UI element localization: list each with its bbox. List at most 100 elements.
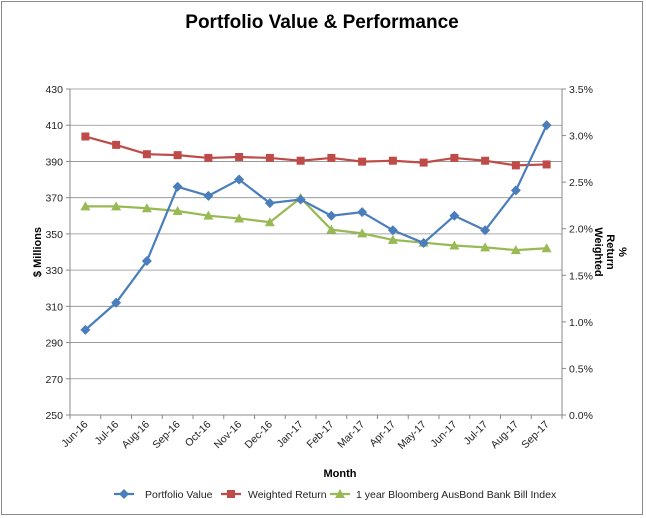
square-marker: [450, 153, 459, 162]
right-tick-label: 2.5%: [569, 177, 593, 189]
chart-title: Portfolio Value & Performance: [185, 12, 458, 33]
x-tick-label: Aug-17: [489, 419, 522, 452]
left-tick-label: 290: [45, 338, 63, 350]
left-tick-label: 310: [45, 301, 63, 313]
x-tick-label: Jan-17: [275, 419, 306, 450]
triangle-marker: [357, 228, 368, 238]
x-tick-label: May-17: [396, 419, 429, 452]
triangle-marker: [234, 213, 245, 223]
series-line: [85, 135, 547, 167]
x-tick-label: Jun-16: [59, 419, 90, 450]
square-marker: [204, 153, 213, 162]
left-tick-label: 270: [45, 374, 63, 386]
triangle-marker: [172, 206, 183, 216]
square-marker: [81, 132, 90, 141]
diamond-marker: [111, 297, 122, 308]
series-1-year-bloomberg-ausbond-bank-bill-index: [80, 192, 552, 255]
triangle-marker: [80, 201, 91, 211]
square-marker: [227, 490, 235, 498]
x-tick-label: Jun-17: [428, 419, 459, 450]
right-tick-label: 0.0%: [569, 410, 593, 422]
diamond-marker: [80, 324, 91, 335]
left-tick-label: 350: [45, 229, 63, 241]
x-tick-label: Sep-16: [150, 419, 183, 452]
y-axis-title: $ Millions: [32, 227, 44, 277]
y2-title-line: %: [616, 247, 628, 257]
legend-label: 1 year Bloomberg AusBond Bank Bill Index: [356, 489, 557, 501]
square-marker: [542, 160, 551, 169]
diamond-marker: [449, 210, 460, 221]
legend-label: Weighted Return: [248, 489, 327, 501]
left-tick-labels: 250 270 290 310 330 350 370 390 410 430: [45, 84, 63, 422]
y2-axis-title: Weighted Return%: [592, 227, 628, 276]
square-marker: [296, 156, 305, 165]
x-tick-label: Apr-17: [367, 419, 398, 450]
x-tick-label: Mar-17: [335, 419, 367, 451]
square-marker: [358, 157, 367, 166]
x-axis-title: Month: [324, 468, 357, 480]
square-marker: [511, 161, 520, 170]
diamond-marker: [264, 198, 275, 209]
diamond-marker: [119, 489, 129, 499]
x-tick-label: Nov-16: [212, 419, 245, 452]
left-tick-label: 330: [45, 265, 63, 277]
diamond-marker: [234, 174, 245, 185]
square-marker: [388, 156, 397, 165]
legend-item: 1 year Bloomberg AusBond Bank Bill Index: [330, 489, 557, 501]
diamond-marker: [203, 190, 214, 201]
triangle-marker: [141, 203, 152, 213]
left-tick-label: 370: [45, 193, 63, 205]
x-tick-label: Jul-17: [462, 419, 491, 448]
square-marker: [142, 150, 151, 159]
right-tick-labels: 0.0% 0.5% 1.0% 1.5% 2.0% 2.5% 3.0% 3.5%: [569, 84, 593, 422]
x-tick-label: Oct-16: [183, 419, 214, 450]
right-tick-label: 2.0%: [569, 224, 593, 236]
diamond-marker: [387, 225, 398, 236]
series-portfolio-value: [80, 120, 552, 335]
legend-item: Portfolio Value: [114, 489, 213, 501]
y2-title-group: Weighted Return%: [592, 227, 628, 276]
legend: Portfolio Value Weighted Return 1 year Blo…: [114, 489, 557, 501]
left-tick-label: 250: [45, 410, 63, 422]
triangle-marker: [541, 243, 552, 253]
x-tick-label: Sep-17: [519, 419, 552, 452]
triangle-marker: [449, 240, 460, 250]
triangle-marker: [387, 234, 398, 244]
triangle-marker: [111, 201, 122, 211]
diamond-marker: [326, 210, 337, 221]
y2-title-line: Return: [604, 234, 616, 270]
square-marker: [173, 151, 182, 160]
right-tick-label: 3.0%: [569, 131, 593, 143]
series-line: [85, 196, 547, 252]
triangle-marker: [203, 210, 214, 220]
legend-item: Weighted Return: [221, 489, 327, 501]
x-tick-label: Aug-16: [120, 419, 153, 452]
series-line: [84, 124, 548, 331]
diamond-marker: [172, 181, 183, 192]
left-tick-label: 390: [45, 156, 63, 168]
x-tick-label: Jul-16: [93, 419, 122, 448]
triangle-marker: [264, 217, 275, 227]
legend-label: Portfolio Value: [145, 489, 213, 501]
square-marker: [481, 156, 490, 165]
triangle-marker: [326, 224, 337, 234]
right-tick-label: 1.5%: [569, 270, 593, 282]
left-tick-label: 410: [45, 120, 63, 132]
diamond-marker: [480, 225, 491, 236]
diamond-marker: [418, 237, 429, 248]
y2-title-line: Weighted: [592, 227, 604, 276]
square-marker: [419, 158, 428, 167]
diamond-marker: [510, 185, 521, 196]
triangle-marker: [480, 242, 491, 252]
x-tick-label: Dec-16: [243, 419, 276, 452]
right-tick-label: 1.0%: [569, 317, 593, 329]
series-layer: [80, 120, 552, 335]
triangle-marker: [335, 489, 345, 498]
square-marker: [235, 152, 244, 161]
gridlines: [66, 88, 566, 419]
triangle-marker: [510, 245, 521, 255]
left-tick-label: 430: [45, 84, 63, 96]
